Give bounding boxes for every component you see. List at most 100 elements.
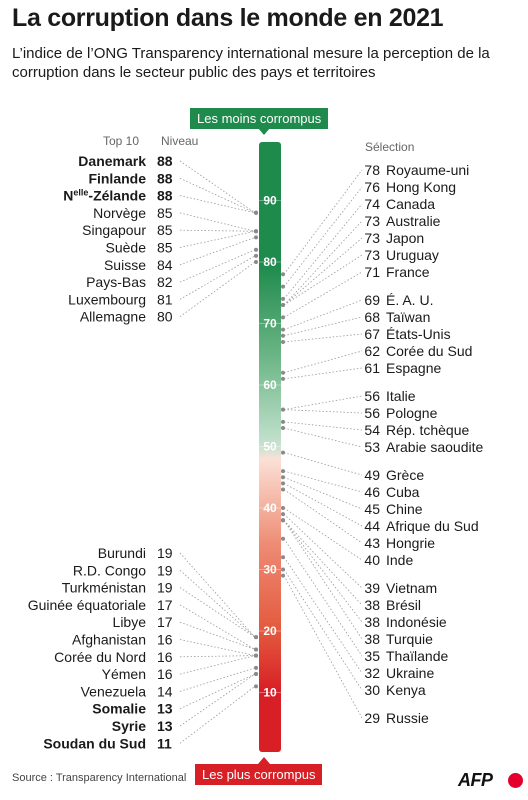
leader-line: [283, 520, 363, 606]
selection-country-label: Russie: [386, 710, 429, 726]
leader-line: [283, 520, 363, 623]
leader-line: [283, 476, 363, 510]
scale-tick-label: 50: [263, 440, 277, 454]
leader-line: [283, 237, 363, 306]
right-value-dot: [281, 339, 285, 344]
selection-value-label: 45: [364, 501, 380, 517]
top10-country-label: Luxembourg: [68, 291, 146, 307]
bottom10-value-label: 14: [157, 683, 173, 699]
leader-line: [283, 520, 363, 640]
selection-value-label: 73: [364, 247, 380, 263]
selection-country-label: Brésil: [386, 597, 421, 613]
selection-country-label: Hong Kong: [386, 179, 456, 195]
top10-country-label: Danemark: [78, 153, 146, 169]
leader-line: [179, 195, 256, 214]
right-value-dot: [281, 450, 285, 455]
selection-country-label: Arabie saoudite: [386, 439, 484, 455]
selection-value-label: 44: [364, 518, 380, 534]
selection-value-label: 76: [364, 179, 380, 195]
bottom10-country-label: Guinée équatoriale: [28, 597, 147, 613]
bottom10-value-label: 16: [157, 649, 173, 665]
selection-value-label: 69: [364, 292, 380, 308]
right-value-dot: [281, 407, 285, 412]
selection-country-label: Ukraine: [386, 665, 434, 681]
right-value-dot: [281, 333, 285, 338]
leader-line: [283, 333, 363, 343]
leader-line: [179, 655, 256, 658]
top10-value-label: 88: [157, 153, 173, 169]
bottom10-country-label: Soudan du Sud: [43, 735, 146, 751]
left-value-dot: [254, 672, 258, 677]
selection-value-label: 35: [364, 648, 380, 664]
right-value-dot: [281, 481, 285, 486]
leader-line: [179, 639, 256, 656]
right-value-dot: [281, 469, 285, 474]
left-value-dot: [254, 684, 258, 689]
leader-line: [283, 556, 363, 674]
selection-value-label: 46: [364, 484, 380, 500]
least-corrupt-arrow-icon: [258, 128, 270, 135]
leader-line: [283, 395, 363, 410]
leader-line: [179, 604, 256, 650]
bottom10-country-label: Turkménistan: [62, 580, 146, 596]
selection-country-label: Uruguay: [386, 247, 439, 263]
selection-value-label: 74: [364, 196, 380, 212]
selection-country-label: Hongrie: [386, 535, 435, 551]
page-subtitle: L’indice de l’ONG Transparency internati…: [12, 45, 490, 81]
selection-value-label: 38: [364, 597, 380, 613]
leader-line: [283, 538, 363, 657]
scale-tick-label: 70: [263, 317, 277, 331]
leader-line: [283, 254, 363, 306]
leader-line: [283, 203, 363, 300]
left-value-dot: [254, 665, 258, 670]
leader-line: [179, 552, 256, 638]
afp-logo: AFP: [458, 770, 493, 790]
bottom10-value-label: 17: [157, 597, 173, 613]
leader-line: [179, 673, 256, 727]
top10-value-label: 82: [157, 274, 173, 290]
leader-line: [179, 230, 256, 248]
least-corrupt-label: Les moins corrompus: [190, 108, 329, 129]
left-value-dot: [254, 653, 258, 658]
left-value-dot: [254, 235, 258, 240]
left-value-dot: [254, 260, 258, 264]
right-value-dot: [281, 512, 285, 517]
right-value-dot: [281, 303, 285, 308]
selection-country-label: Rép. tchèque: [386, 422, 469, 438]
bottom10-value-label: 16: [157, 666, 173, 682]
leader-line: [283, 470, 363, 493]
leader-line: [179, 255, 256, 300]
selection-value-label: 30: [364, 682, 380, 698]
leader-line: [179, 667, 256, 692]
leader-line: [179, 655, 256, 675]
top10-country-label: Singapour: [82, 222, 146, 238]
selection-header: Sélection: [365, 140, 415, 154]
top10-value-label: 88: [157, 170, 173, 186]
leader-line: [283, 507, 363, 561]
bottom10-country-label: Corée du Nord: [54, 649, 146, 665]
right-value-dot: [281, 370, 285, 375]
top10-value-label: 85: [157, 222, 173, 238]
right-value-dot: [281, 327, 285, 332]
bottom10-country-label: Syrie: [112, 718, 146, 734]
scale-tick-label: 10: [263, 686, 277, 700]
bottom10-value-label: 19: [157, 545, 173, 561]
selection-country-label: Taïwan: [386, 309, 430, 325]
selection-value-label: 49: [364, 467, 380, 483]
leader-line: [283, 409, 363, 414]
top10-value-label: 81: [157, 291, 173, 307]
selection-country-label: France: [386, 264, 430, 280]
selection-country-label: Espagne: [386, 360, 441, 376]
selection-value-label: 62: [364, 343, 380, 359]
selection-value-label: 73: [364, 230, 380, 246]
selection-value-label: 38: [364, 614, 380, 630]
selection-country-label: Thaïlande: [386, 648, 448, 664]
top10-country-label: Nelle-Zélande: [63, 188, 146, 204]
selection-value-label: 43: [364, 535, 380, 551]
scale-tick-label: 40: [263, 501, 277, 515]
right-value-dot: [281, 284, 285, 289]
right-value-dot: [281, 518, 285, 523]
leader-line: [179, 177, 256, 214]
top10-value-label: 85: [157, 240, 173, 256]
